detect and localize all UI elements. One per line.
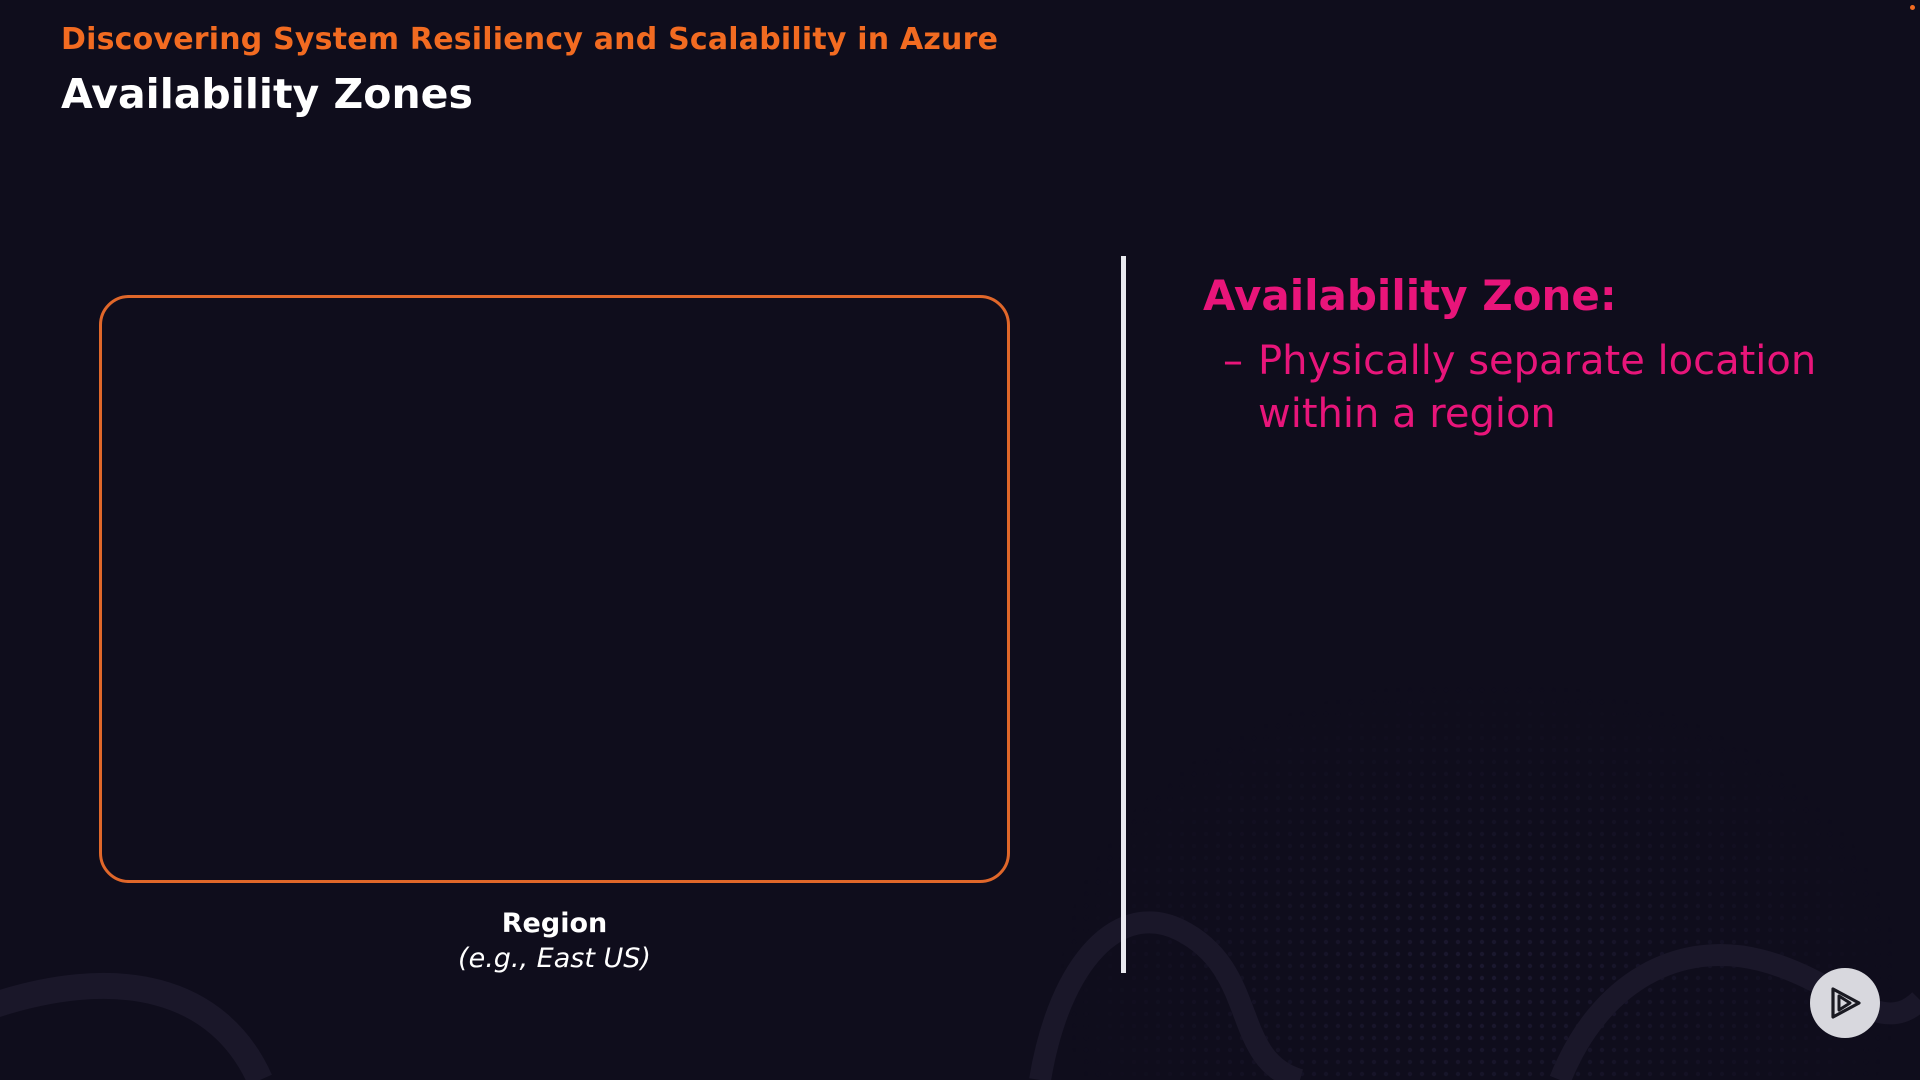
definition-bullet: – Physically separate location within a … (1223, 335, 1843, 441)
play-icon (1831, 987, 1861, 1019)
region-box (99, 295, 1010, 883)
play-button[interactable] (1810, 968, 1880, 1038)
bullet-text: Physically separate location within a re… (1258, 338, 1817, 437)
bullet-marker: – (1223, 338, 1243, 384)
definition-heading: Availability Zone: (1203, 271, 1617, 320)
region-example: (e.g., East US) (458, 943, 651, 974)
course-title: Discovering System Resiliency and Scalab… (61, 22, 999, 57)
region-label: Region (501, 908, 608, 939)
corner-dot (1910, 5, 1915, 10)
slide-title: Availability Zones (61, 70, 473, 118)
vertical-divider (1121, 256, 1126, 973)
